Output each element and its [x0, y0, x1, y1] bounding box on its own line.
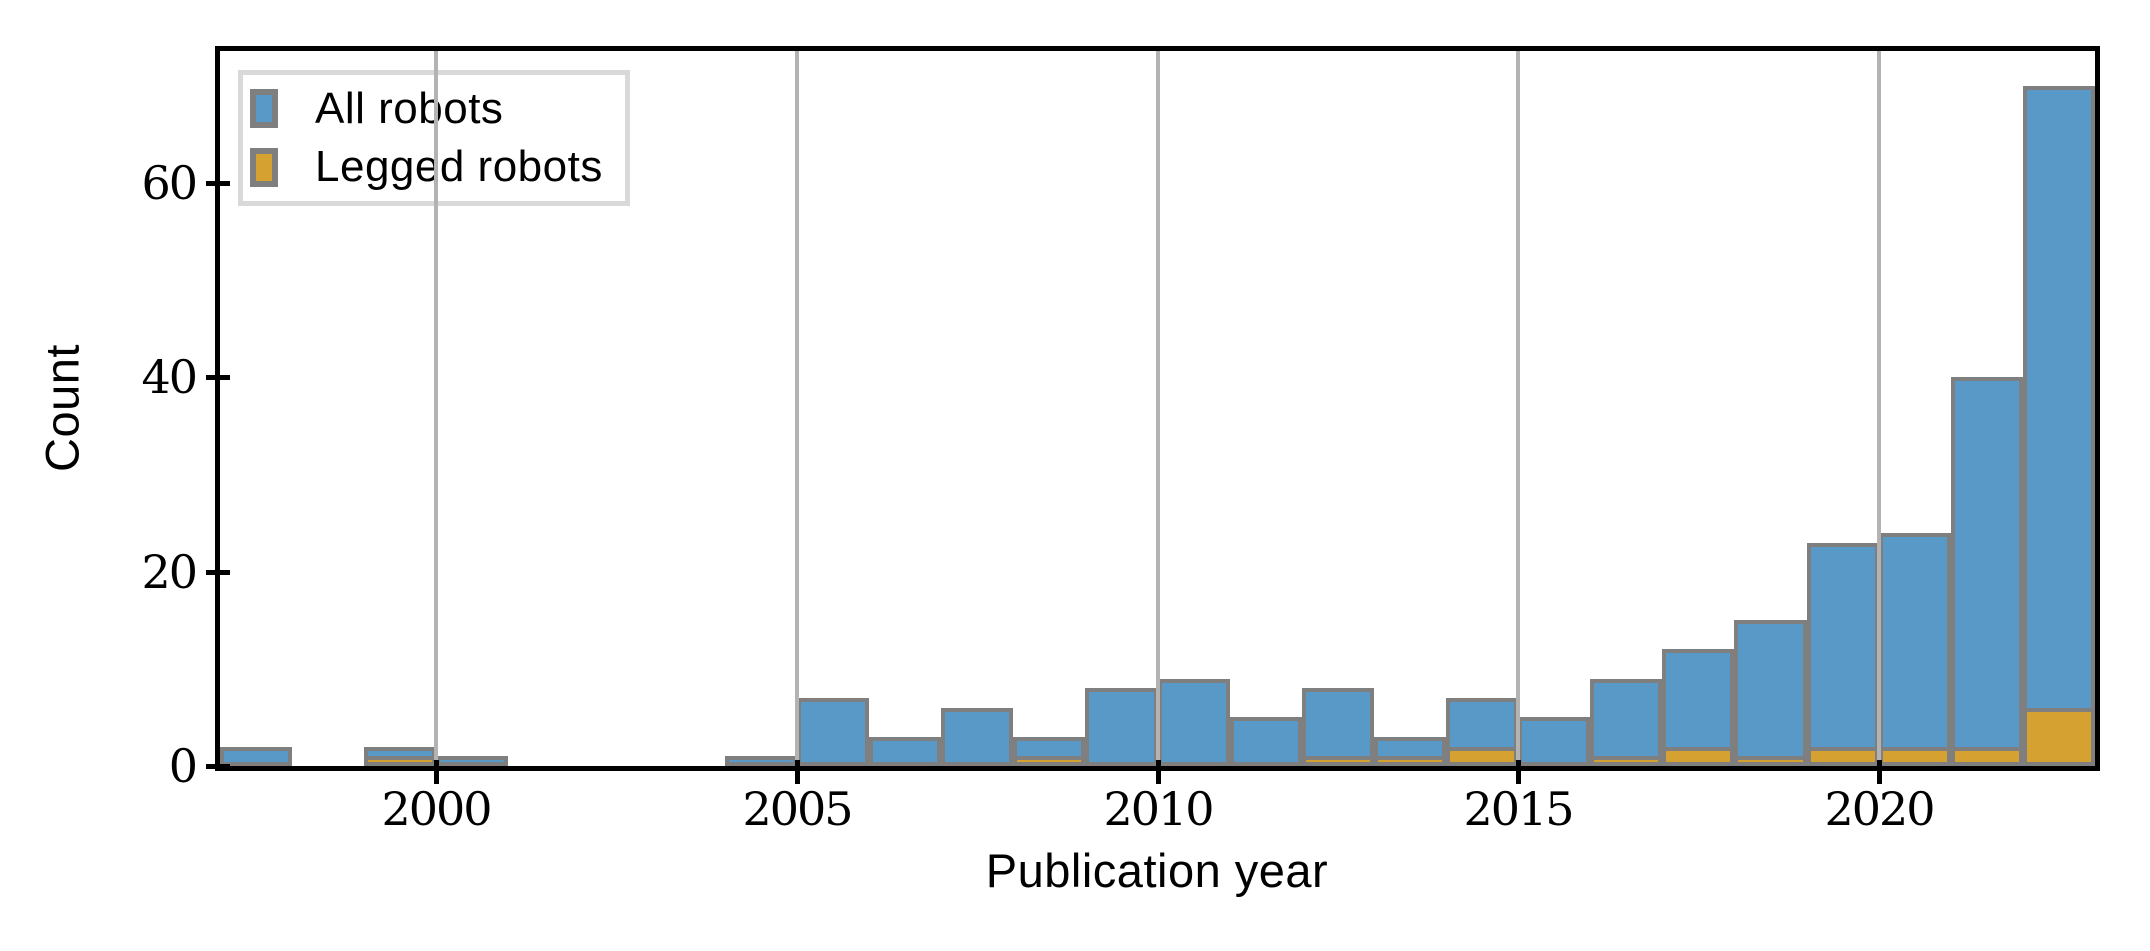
- y-tick-20: [206, 570, 230, 575]
- bar-all-robots-2017: [1662, 649, 1734, 766]
- legend: All robots Legged robots: [238, 70, 630, 206]
- x-axis-label: Publication year: [985, 844, 1329, 897]
- bar-legged-robots-2018: [1734, 756, 1807, 766]
- x-tick-2020: [1877, 760, 1882, 784]
- bar-legged-robots-2014: [1446, 747, 1518, 766]
- bar-all-robots-2018: [1734, 620, 1807, 766]
- bar-all-robots-2016: [1590, 679, 1662, 766]
- bar-legged-robots-2013: [1374, 756, 1446, 766]
- x-tick-2010: [1156, 760, 1161, 784]
- bar-all-robots-2011: [1230, 717, 1302, 766]
- bar-legged-robots-2016: [1590, 756, 1662, 766]
- bar-legged-robots-2020: [1879, 747, 1951, 766]
- x-tick-label-2005: 2005: [742, 782, 853, 836]
- bar-all-robots-2022: [2023, 86, 2095, 766]
- legend-swatch-all-robots: [250, 89, 278, 129]
- bar-legged-robots-2012: [1302, 756, 1374, 766]
- y-tick-60: [206, 181, 230, 186]
- legend-label-legged-robots: Legged robots: [315, 142, 603, 192]
- y-tick-40: [206, 375, 230, 380]
- plot-area: [220, 51, 2095, 766]
- x-tick-label-2000: 2000: [381, 782, 492, 836]
- x-tick-2005: [795, 760, 800, 784]
- bar-all-robots-2020: [1879, 533, 1951, 766]
- bar-all-robots-2019: [1807, 543, 1879, 766]
- legend-swatch-legged-robots: [250, 147, 278, 187]
- x-gridline-2005: [795, 51, 799, 766]
- x-gridline-2020: [1877, 51, 1881, 766]
- legend-label-all-robots: All robots: [315, 83, 504, 133]
- bar-legged-robots-2008: [1013, 756, 1085, 766]
- bar-all-robots-2009: [1085, 688, 1158, 766]
- bar-all-robots-2000: [436, 756, 508, 766]
- legend-item-legged-robots: Legged robots: [250, 142, 625, 192]
- bar-legged-robots-2017: [1662, 747, 1734, 766]
- y-tick-label-40: 40: [141, 350, 198, 404]
- bar-all-robots-2010: [1158, 679, 1230, 766]
- bar-all-robots-1997: [220, 747, 292, 766]
- y-tick-label-60: 60: [141, 156, 198, 210]
- x-gridline-2010: [1156, 51, 1160, 766]
- bar-all-robots-2021: [1951, 377, 2023, 766]
- legend-item-all-robots: All robots: [250, 84, 625, 134]
- bar-legged-robots-1999: [364, 756, 436, 766]
- bar-all-robots-2005: [797, 698, 869, 766]
- x-gridline-2015: [1516, 51, 1520, 766]
- bar-all-robots-2012: [1302, 688, 1374, 766]
- y-tick-label-0: 0: [168, 739, 198, 793]
- x-tick-label-2015: 2015: [1463, 782, 1574, 836]
- bar-all-robots-2004: [725, 756, 797, 766]
- bar-legged-robots-2021: [1951, 747, 2023, 766]
- x-tick-2015: [1516, 760, 1521, 784]
- bar-all-robots-2006: [869, 737, 941, 766]
- x-tick-2000: [434, 760, 439, 784]
- x-tick-label-2020: 2020: [1824, 782, 1935, 836]
- x-gridline-2000: [434, 51, 438, 766]
- bar-all-robots-2015: [1518, 717, 1590, 766]
- bar-legged-robots-2019: [1807, 747, 1879, 766]
- bar-all-robots-2007: [941, 708, 1013, 766]
- y-tick-label-20: 20: [141, 545, 198, 599]
- y-tick-0: [206, 764, 230, 769]
- bar-legged-robots-2022: [2023, 708, 2095, 766]
- x-tick-label-2010: 2010: [1103, 782, 1214, 836]
